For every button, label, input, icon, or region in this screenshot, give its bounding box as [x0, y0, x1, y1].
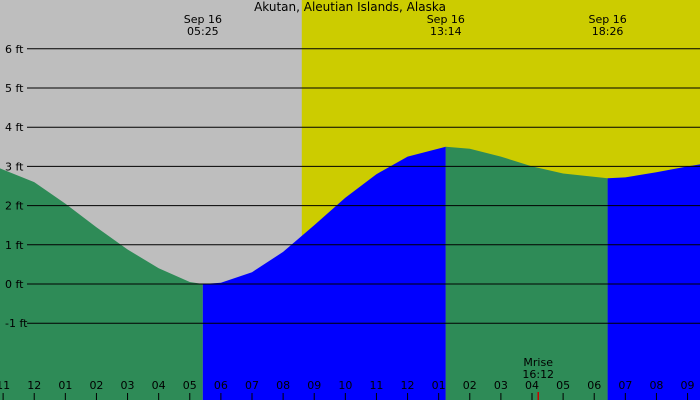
x-tick-label: 06	[587, 379, 601, 392]
moonrise-time: 16:12	[522, 368, 554, 381]
x-tick-label: 01	[432, 379, 446, 392]
x-tick-label: 09	[307, 379, 321, 392]
y-tick-label: 1 ft	[5, 239, 24, 252]
tide-event-time: 05:25	[187, 25, 219, 38]
x-tick-label: 05	[556, 379, 570, 392]
x-tick-label: 02	[89, 379, 103, 392]
x-tick-label: 01	[58, 379, 72, 392]
x-tick-label: 02	[463, 379, 477, 392]
x-tick-label: 05	[183, 379, 197, 392]
y-tick-label: 5 ft	[5, 82, 24, 95]
tide-event-time: 18:26	[592, 25, 624, 38]
y-tick-label: 2 ft	[5, 200, 24, 213]
moonrise-label: Mrise	[523, 356, 553, 369]
y-tick-label: 6 ft	[5, 43, 24, 56]
x-tick-label: 04	[525, 379, 539, 392]
x-tick-label: 11	[0, 379, 10, 392]
x-tick-label: 12	[401, 379, 415, 392]
x-tick-label: 03	[121, 379, 135, 392]
chart-title: Akutan, Aleutian Islands, Alaska	[254, 0, 446, 14]
gridline-layer	[27, 48, 700, 324]
tide-event-date: Sep 16	[588, 13, 626, 26]
tide-event-date: Sep 16	[184, 13, 222, 26]
x-tick-label: 07	[245, 379, 259, 392]
y-tick-label: 0 ft	[5, 278, 24, 291]
x-axis-labels: 11 12 01 02 03 04 05 06 07 08 09 10 11 12 01 02 03 04 05 06…	[0, 379, 695, 400]
x-tick-label: 07	[618, 379, 632, 392]
x-tick-label: 03	[494, 379, 508, 392]
x-tick-label: 08	[649, 379, 663, 392]
x-tick-label: 06	[214, 379, 228, 392]
x-tick-label: 09	[681, 379, 695, 392]
rising-tide-area	[202, 146, 446, 400]
x-tick-label: 08	[276, 379, 290, 392]
tide-event-date: Sep 16	[427, 13, 465, 26]
rising-tide-area	[607, 164, 700, 400]
y-axis-labels: -1 ft 0 ft 1 ft 2 ft 3 ft 4 ft 5 ft 6 ft	[5, 43, 28, 330]
tide-event-time: 13:14	[430, 25, 462, 38]
x-tick-label: 12	[27, 379, 41, 392]
y-tick-label: 4 ft	[5, 121, 24, 134]
x-tick-label: 04	[152, 379, 166, 392]
y-tick-label: -1 ft	[5, 317, 28, 330]
x-tick-label: 11	[369, 379, 383, 392]
y-tick-label: 3 ft	[5, 160, 24, 173]
x-tick-label: 10	[338, 379, 352, 392]
falling-tide-area	[445, 146, 608, 400]
